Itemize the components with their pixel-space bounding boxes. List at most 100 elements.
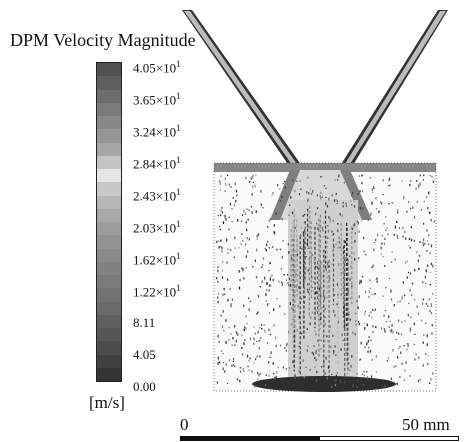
particle (381, 242, 383, 245)
particle (223, 330, 225, 332)
particle (399, 376, 401, 378)
particle (223, 288, 225, 291)
particle (303, 301, 305, 304)
particle (217, 280, 219, 283)
particle (256, 234, 258, 238)
particle (427, 304, 429, 307)
particle (409, 330, 411, 332)
particle (273, 231, 275, 233)
tick-value: 1.22×10 (133, 284, 177, 300)
particle (253, 337, 255, 340)
particle (384, 265, 386, 267)
particle (294, 374, 296, 378)
particle (363, 322, 366, 324)
particle (413, 239, 415, 242)
tick-value: 8.11 (133, 315, 156, 330)
particle (414, 268, 416, 272)
particle (269, 218, 271, 221)
particle (221, 206, 223, 210)
particle (368, 290, 370, 293)
particle (318, 267, 320, 270)
tick-exponent: 1 (176, 251, 181, 261)
particle (247, 365, 249, 368)
particle (275, 212, 277, 215)
particle (376, 277, 378, 279)
particle (307, 345, 309, 348)
particle (256, 312, 258, 314)
particle (335, 374, 337, 377)
particle (335, 199, 337, 201)
particle (324, 323, 326, 326)
particle (381, 202, 383, 205)
particle (426, 343, 428, 347)
particle (326, 205, 329, 208)
particle (336, 303, 338, 306)
particle (363, 374, 365, 377)
particle (320, 316, 322, 319)
particle (255, 210, 257, 213)
particle (268, 375, 270, 377)
particle (222, 367, 224, 371)
particle (338, 236, 340, 240)
scale-bar-white-segment (319, 437, 458, 440)
particle (259, 339, 261, 342)
particle (231, 298, 234, 301)
particle (384, 330, 386, 333)
particle (267, 226, 269, 228)
particle (307, 200, 309, 202)
particle (319, 234, 321, 237)
particle (230, 249, 232, 251)
particle (361, 181, 363, 185)
particle (430, 312, 433, 315)
particle (225, 362, 227, 366)
particle (384, 237, 386, 240)
particle (217, 362, 219, 365)
particle (428, 234, 430, 236)
particle (217, 301, 219, 304)
merge-fan-dark-left (270, 170, 300, 220)
particle (281, 218, 283, 221)
particle (372, 191, 374, 193)
particle (259, 355, 261, 358)
particle (320, 261, 322, 263)
particle (342, 201, 344, 204)
particle (278, 200, 280, 203)
particle (270, 217, 272, 220)
particle (222, 362, 224, 364)
particle (391, 261, 393, 263)
legend-units: [m/s] (89, 393, 125, 412)
particle (376, 281, 378, 283)
particle (343, 267, 345, 269)
particle (256, 248, 258, 252)
particle (314, 258, 316, 262)
legend-title: DPM Velocity Magnitude (10, 30, 196, 50)
particle (371, 358, 373, 361)
particle (375, 278, 377, 280)
particle (279, 344, 282, 347)
particle (321, 227, 323, 229)
particle (317, 339, 319, 342)
particle (294, 335, 296, 339)
particle (429, 283, 432, 286)
particle (423, 174, 425, 176)
particle (241, 334, 243, 337)
particle (319, 318, 321, 321)
particle (381, 235, 384, 237)
colorbar-tick-label: 2.43×101 (133, 188, 181, 204)
particle (323, 256, 325, 258)
particle (390, 377, 393, 381)
particle (281, 283, 283, 286)
particle (332, 334, 334, 337)
colorbar-tick-label: 1.22×101 (133, 284, 181, 300)
tick-value: 2.43×10 (133, 188, 177, 204)
particle (385, 215, 387, 218)
particle (314, 366, 316, 369)
particle (221, 249, 223, 253)
particle (427, 363, 429, 365)
particle (232, 337, 234, 340)
particle (286, 342, 288, 346)
colorbar-tick-label: 3.65×101 (133, 92, 181, 107)
particle (403, 379, 405, 381)
particle (339, 246, 341, 248)
particle (265, 300, 267, 302)
